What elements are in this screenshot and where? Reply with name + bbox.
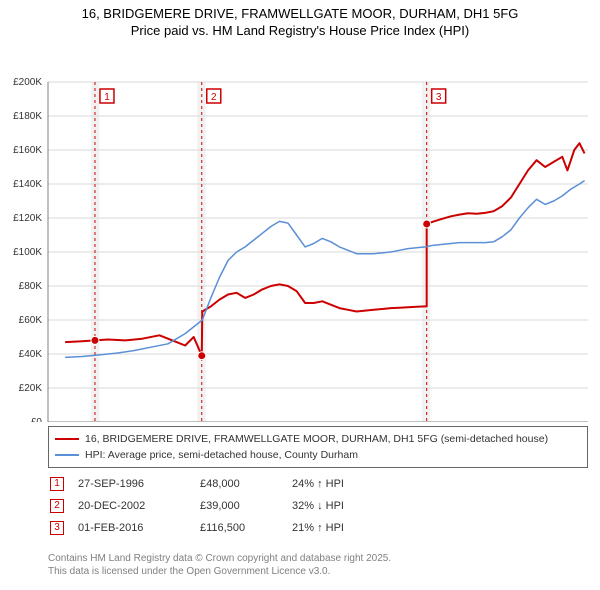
sale-price: £39,000: [200, 496, 290, 516]
svg-text:£60K: £60K: [19, 315, 43, 326]
sale-delta: 21% ↑ HPI: [292, 518, 356, 538]
sale-marker-icon: 1: [50, 477, 64, 491]
svg-text:3: 3: [436, 92, 442, 103]
footer-line1: Contains HM Land Registry data © Crown c…: [48, 552, 391, 565]
svg-text:£20K: £20K: [19, 383, 43, 394]
sales-row: 3 01-FEB-2016£116,50021% ↑ HPI: [50, 518, 356, 538]
title-line1: 16, BRIDGEMERE DRIVE, FRAMWELLGATE MOOR,…: [0, 0, 600, 21]
svg-text:1: 1: [104, 92, 110, 103]
sales-table: 1 27-SEP-1996£48,00024% ↑ HPI 2 20-DEC-2002…: [48, 472, 358, 540]
legend-item: 16, BRIDGEMERE DRIVE, FRAMWELLGATE MOOR,…: [55, 431, 581, 447]
svg-text:£40K: £40K: [19, 349, 43, 360]
legend-box: 16, BRIDGEMERE DRIVE, FRAMWELLGATE MOOR,…: [48, 426, 588, 468]
sale-marker-icon: 3: [50, 521, 64, 535]
sale-price: £48,000: [200, 474, 290, 494]
sale-date: 01-FEB-2016: [78, 518, 198, 538]
svg-text:£100K: £100K: [13, 247, 42, 258]
legend-swatch: [55, 438, 79, 440]
legend-label: HPI: Average price, semi-detached house,…: [85, 449, 358, 461]
svg-text:£140K: £140K: [13, 179, 42, 190]
sale-date: 20-DEC-2002: [78, 496, 198, 516]
price-chart: £0 £20K £40K £60K £80K £100K £120K £140K £160K £1…: [0, 38, 600, 422]
sale-marker-icon: 2: [50, 499, 64, 513]
sales-row: 2 20-DEC-2002£39,00032% ↓ HPI: [50, 496, 356, 516]
sale-price: £116,500: [200, 518, 290, 538]
svg-text:£120K: £120K: [13, 213, 42, 224]
sale-date: 27-SEP-1996: [78, 474, 198, 494]
svg-text:£80K: £80K: [19, 281, 43, 292]
title-line2: Price paid vs. HM Land Registry's House …: [0, 21, 600, 38]
footer-text: Contains HM Land Registry data © Crown c…: [48, 552, 391, 578]
svg-text:£0: £0: [31, 417, 43, 422]
svg-text:£180K: £180K: [13, 111, 42, 122]
svg-text:£160K: £160K: [13, 145, 42, 156]
legend-item: HPI: Average price, semi-detached house,…: [55, 447, 581, 463]
sale-delta: 32% ↓ HPI: [292, 496, 356, 516]
legend-swatch: [55, 454, 79, 456]
sale-delta: 24% ↑ HPI: [292, 474, 356, 494]
svg-text:2: 2: [211, 92, 217, 103]
footer-line2: This data is licensed under the Open Gov…: [48, 565, 391, 578]
sales-row: 1 27-SEP-1996£48,00024% ↑ HPI: [50, 474, 356, 494]
legend-label: 16, BRIDGEMERE DRIVE, FRAMWELLGATE MOOR,…: [85, 433, 548, 445]
svg-text:£200K: £200K: [13, 77, 42, 88]
